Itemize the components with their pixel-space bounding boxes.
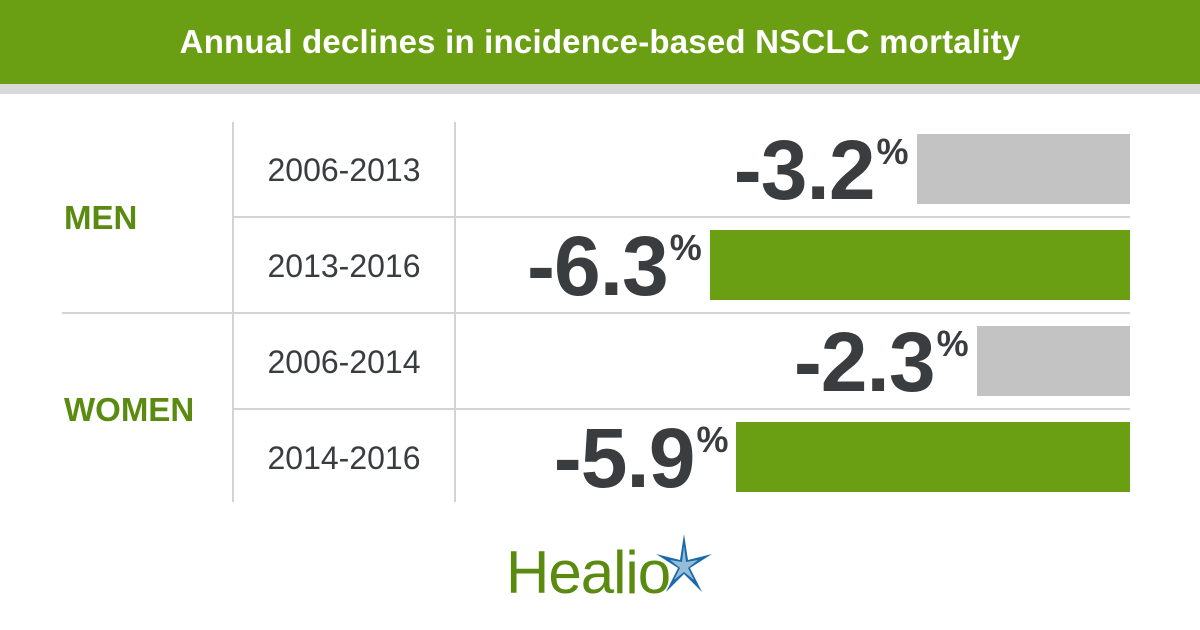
bar-women-2006-2014: [976, 326, 1130, 396]
period-label: 2013-2016: [234, 218, 454, 314]
header-divider: [0, 84, 1200, 94]
value-number: -5.9: [553, 411, 696, 505]
period-text: 2006-2013: [267, 151, 421, 188]
grid-hline-men-inner: [232, 216, 1130, 218]
healio-logo: Healio: [506, 534, 746, 614]
value-label-women-2006-2014: -2.3 %: [794, 320, 969, 404]
percent-sign: %: [876, 131, 909, 172]
percent-sign: %: [936, 323, 969, 364]
group-label-women: WOMEN: [64, 362, 234, 458]
chart-title: Annual declines in incidence-based NSCLC…: [179, 23, 1021, 60]
value-label-men-2013-2016: -6.3 %: [527, 224, 702, 308]
grid-hline-group: [62, 312, 1130, 314]
group-label-text: MEN: [64, 199, 138, 236]
percent-sign: %: [696, 419, 729, 460]
period-label: 2006-2014: [234, 314, 454, 410]
star-burst-icon: [656, 534, 712, 592]
value-number: -2.3: [793, 315, 936, 409]
bar-men-2006-2013: [916, 134, 1130, 204]
logo-text: Healio: [506, 539, 671, 606]
period-label: 2006-2013: [234, 122, 454, 218]
value-label-women-2014-2016: -5.9 %: [554, 416, 729, 500]
bar-women-2014-2016: [736, 422, 1130, 492]
bar-men-2013-2016: [709, 230, 1130, 300]
percent-sign: %: [669, 227, 702, 268]
header-banner: Annual declines in incidence-based NSCLC…: [0, 0, 1200, 84]
period-text: 2006-2014: [267, 343, 421, 380]
period-text: 2014-2016: [267, 439, 421, 476]
period-text: 2013-2016: [267, 247, 421, 284]
group-label-men: MEN: [64, 170, 234, 266]
value-number: -6.3: [527, 219, 669, 313]
grid-hline-women-inner: [232, 408, 1130, 410]
period-label: 2014-2016: [234, 410, 454, 506]
value-number: -3.2: [733, 123, 876, 217]
group-label-text: WOMEN: [64, 391, 195, 428]
value-label-men-2006-2013: -3.2 %: [734, 128, 909, 212]
